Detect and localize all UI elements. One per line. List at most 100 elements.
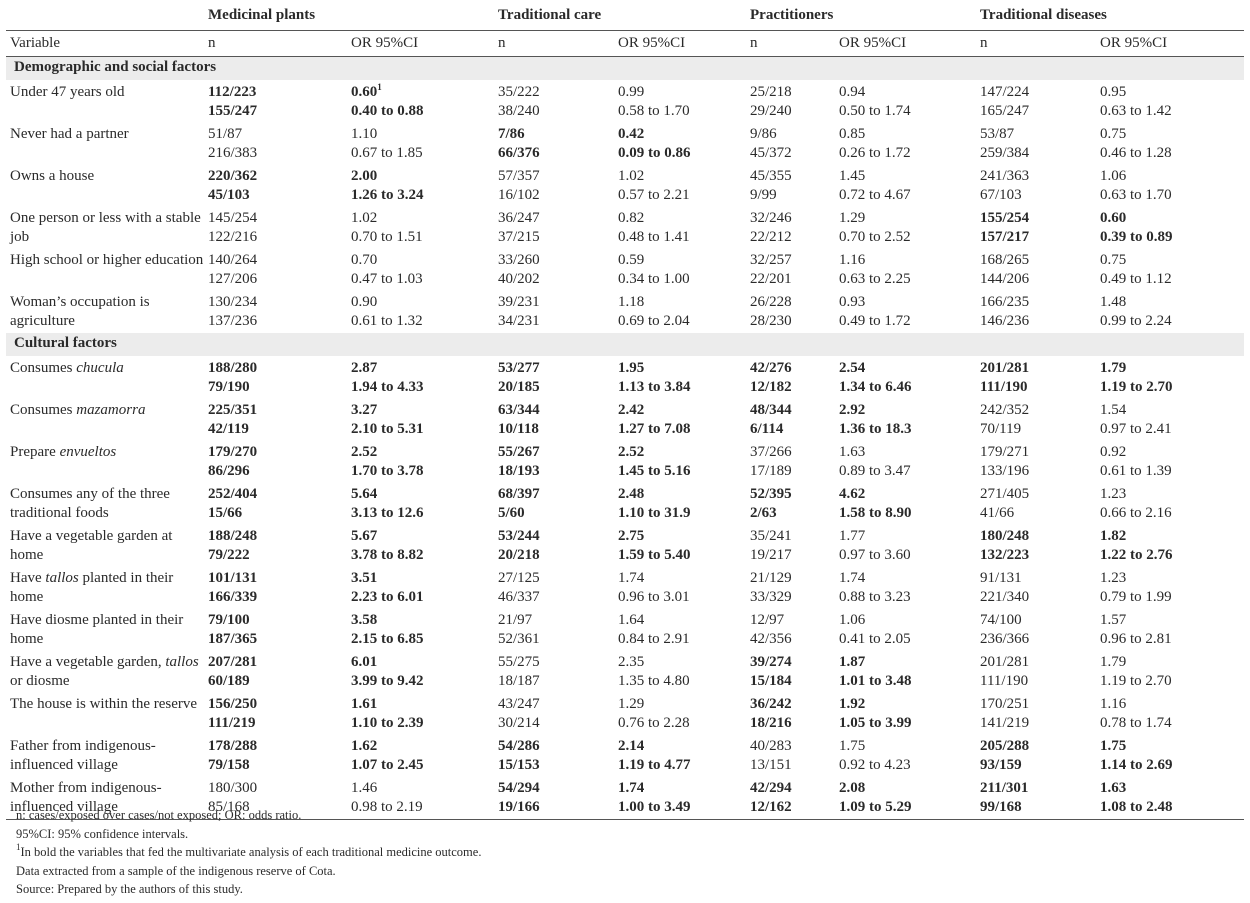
or-cell: 0.90 0.61 to 1.32 bbox=[351, 294, 423, 329]
or-cell: 1.10 0.67 to 1.85 bbox=[351, 126, 423, 161]
n-cell: 145/254 122/216 bbox=[208, 210, 258, 245]
or-cell: 1.64 0.84 to 2.91 bbox=[618, 612, 690, 647]
or-cell: 1.74 1.00 to 3.49 bbox=[618, 777, 751, 820]
or-cell: 2.48 1.10 to 31.9 bbox=[618, 486, 691, 521]
section-title: Cultural factors bbox=[6, 333, 1245, 356]
n-cell: 36/247 37/215 bbox=[498, 210, 540, 245]
section-header: Cultural factors bbox=[6, 333, 1245, 356]
or-cell: 1.06 0.63 to 1.70 bbox=[1100, 168, 1172, 203]
n-cell: 53/244 20/218 bbox=[498, 528, 540, 563]
or-cell: 1.75 0.92 to 4.23 bbox=[839, 738, 911, 773]
or-cell: 0.92 0.61 to 1.39 bbox=[1100, 444, 1172, 479]
or-cell: 3.51 2.23 to 6.01 bbox=[351, 570, 424, 605]
n-cell: 170/251 141/219 bbox=[980, 696, 1030, 731]
table-row: Consumes chucula 188/280 79/190 2.87 1.94 to… bbox=[6, 356, 1244, 399]
col-header-n: n bbox=[208, 30, 351, 57]
n-cell: 63/344 10/118 bbox=[498, 402, 540, 437]
or-cell: 2.00 1.26 to 3.24 bbox=[351, 168, 424, 203]
or-cell: 1.16 0.78 to 1.74 bbox=[1100, 696, 1172, 731]
or-cell: 1.29 0.70 to 2.52 bbox=[839, 210, 911, 245]
or-cell: 2.14 1.19 to 4.77 bbox=[618, 738, 691, 773]
or-cell: 1.06 0.41 to 2.05 bbox=[839, 612, 911, 647]
n-cell: 147/224 165/247 bbox=[980, 84, 1030, 119]
n-cell: 168/265 144/206 bbox=[980, 252, 1030, 287]
n-cell: 43/247 30/214 bbox=[498, 696, 540, 731]
or-cell: 2.92 1.36 to 18.3 bbox=[839, 402, 912, 437]
or-cell: 1.79 1.19 to 2.70 bbox=[1100, 360, 1173, 395]
col-header-variable: Variable bbox=[6, 30, 208, 57]
group-header-traditional-care: Traditional care bbox=[498, 7, 602, 23]
col-header-n: n bbox=[498, 30, 619, 57]
n-cell: 201/281 111/190 bbox=[980, 360, 1030, 395]
or-cell: 3.58 2.15 to 6.85 bbox=[351, 612, 424, 647]
group-header-row: Medicinal plants Traditional care Practi… bbox=[6, 2, 1244, 31]
or-cell: 2.87 1.94 to 4.33 bbox=[351, 360, 424, 395]
table-notes: n: cases/exposed over cases/not exposed;… bbox=[16, 806, 481, 899]
n-cell: 51/87 216/383 bbox=[208, 126, 258, 161]
group-header-medicinal-plants: Medicinal plants bbox=[208, 7, 316, 23]
n-cell: 101/131 166/339 bbox=[208, 570, 258, 605]
or-cell: 1.75 1.14 to 2.69 bbox=[1100, 738, 1173, 773]
variable-label: Mother from indigenous-influenced villag… bbox=[6, 777, 208, 820]
or-cell: 1.79 1.19 to 2.70 bbox=[1100, 654, 1172, 689]
table-row: Have a vegetable garden, tallos or diosm… bbox=[6, 651, 1244, 693]
or-cell: 4.62 1.58 to 8.90 bbox=[839, 486, 912, 521]
n-cell: 32/257 22/201 bbox=[750, 252, 792, 287]
or-cell: 0.99 0.58 to 1.70 bbox=[618, 84, 690, 119]
n-cell: 54/286 15/153 bbox=[498, 738, 540, 773]
n-cell: 188/280 79/190 bbox=[208, 360, 258, 395]
n-cell: 33/260 40/202 bbox=[498, 252, 540, 287]
n-cell: 130/234 137/236 bbox=[208, 294, 258, 329]
or-cell: 0.70 0.47 to 1.03 bbox=[351, 252, 423, 287]
n-cell: 40/283 13/151 bbox=[750, 738, 792, 773]
n-cell: 155/254 157/217 bbox=[980, 210, 1030, 245]
n-cell: 7/86 66/376 bbox=[498, 126, 540, 161]
table-row: Have diosme planted in their home 79/100 1… bbox=[6, 609, 1244, 651]
n-cell: 211/301 99/168 bbox=[980, 777, 1101, 820]
col-header-n: n bbox=[750, 30, 840, 57]
variable-label: Consumes chucula bbox=[10, 360, 124, 376]
variable-label: Under 47 years old bbox=[10, 84, 125, 100]
or-cell: 1.23 0.79 to 1.99 bbox=[1100, 570, 1172, 605]
n-cell: 180/300 85/168 bbox=[208, 777, 351, 820]
variable-label: Prepare envueltos bbox=[10, 444, 117, 460]
n-cell: 68/397 5/60 bbox=[498, 486, 540, 521]
variable-label: The house is within the reserve bbox=[10, 696, 198, 712]
or-cell: 0.85 0.26 to 1.72 bbox=[839, 126, 911, 161]
or-cell: 1.77 0.97 to 3.60 bbox=[839, 528, 911, 563]
n-cell: 166/235 146/236 bbox=[980, 294, 1030, 329]
col-header-or: OR 95%CI bbox=[351, 30, 499, 57]
n-cell: 55/267 18/193 bbox=[498, 444, 540, 479]
table-row: Have tallos planted in their home 101/131… bbox=[6, 567, 1244, 609]
n-cell: 54/294 19/166 bbox=[498, 777, 619, 820]
or-cell: 2.35 1.35 to 4.80 bbox=[618, 654, 690, 689]
n-cell: 112/223 155/247 bbox=[208, 84, 258, 119]
or-cell: 1.46 0.98 to 2.19 bbox=[351, 777, 499, 820]
col-header-or: OR 95%CI bbox=[1100, 30, 1245, 57]
table-row: Prepare envueltos 179/270 86/296 2.52 1.70 t… bbox=[6, 441, 1244, 483]
group-header-practitioners: Practitioners bbox=[750, 7, 834, 23]
n-cell: 179/271 133/196 bbox=[980, 444, 1030, 479]
section-header: Demographic and social factors bbox=[6, 56, 1245, 80]
or-cell: 0.75 0.46 to 1.28 bbox=[1100, 126, 1172, 161]
n-cell: 45/355 9/99 bbox=[750, 168, 792, 203]
or-cell: 0.93 0.49 to 1.72 bbox=[839, 294, 911, 329]
or-cell: 0.601 0.40 to 0.88 bbox=[351, 82, 424, 120]
or-cell: 0.59 0.34 to 1.00 bbox=[618, 252, 690, 287]
n-cell: 205/288 93/159 bbox=[980, 738, 1030, 773]
or-cell: 1.92 1.05 to 3.99 bbox=[839, 696, 912, 731]
table-row: Owns a house 220/362 45/103 2.00 1.26 to 3.2… bbox=[6, 165, 1244, 207]
or-cell: 1.62 1.07 to 2.45 bbox=[351, 738, 424, 773]
n-cell: 53/87 259/384 bbox=[980, 126, 1030, 161]
or-cell: 1.95 1.13 to 3.84 bbox=[618, 360, 691, 395]
n-cell: 156/250 111/219 bbox=[208, 696, 258, 731]
n-cell: 225/351 42/119 bbox=[208, 402, 258, 437]
variable-label: Woman’s occupation is agriculture bbox=[10, 294, 150, 329]
n-cell: 220/362 45/103 bbox=[208, 168, 258, 203]
or-cell: 1.18 0.69 to 2.04 bbox=[618, 294, 690, 329]
n-cell: 12/97 42/356 bbox=[750, 612, 792, 647]
or-cell: 5.67 3.78 to 8.82 bbox=[351, 528, 424, 563]
n-cell: 242/352 70/119 bbox=[980, 402, 1030, 437]
or-cell: 1.48 0.99 to 2.24 bbox=[1100, 294, 1172, 329]
